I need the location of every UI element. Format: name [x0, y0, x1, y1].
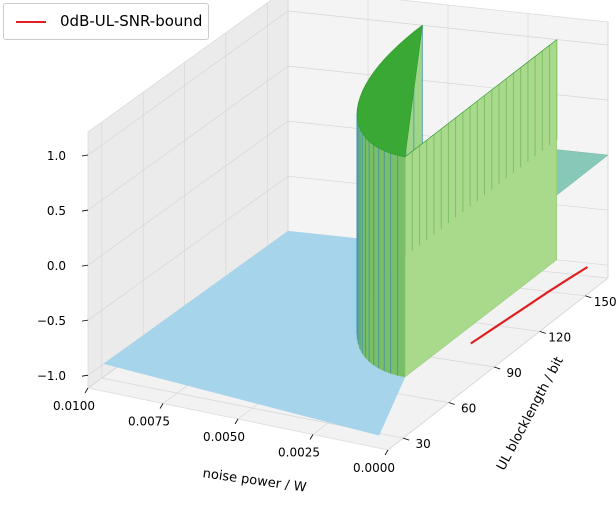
y-tick-mark — [449, 403, 455, 405]
x-tick-mark — [385, 450, 388, 455]
surface-wall-panel — [384, 151, 390, 374]
legend: 0dB-UL-SNR-bound — [3, 3, 209, 40]
surface-wall-panel — [391, 153, 398, 375]
surface-wall-panel — [374, 145, 379, 368]
z-tick-mark — [82, 155, 88, 156]
legend-swatch-0db-bound — [16, 21, 46, 23]
x-tick-label: 0.0050 — [203, 430, 245, 444]
z-tick-label: −0.5 — [37, 314, 66, 328]
y-tick-mark — [585, 296, 591, 298]
y-tick-label: 30 — [416, 437, 431, 451]
y-tick-label: 120 — [548, 330, 571, 344]
surface-wall-panel — [366, 138, 370, 362]
surface-wall-panel — [379, 148, 385, 371]
z-tick-label: 0.0 — [47, 259, 66, 273]
y-axis-label: UL blocklength / bit — [494, 354, 567, 473]
z-tick-mark — [82, 320, 88, 321]
x-axis-label: noise power / W — [202, 466, 308, 495]
x-tick-label: 0.0000 — [353, 461, 395, 475]
z-tick-mark — [82, 265, 88, 266]
y-tick-label: 90 — [507, 366, 522, 380]
x-tick-label: 0.0100 — [53, 399, 95, 413]
x-tick-mark — [85, 388, 88, 393]
y-tick-label: 60 — [461, 402, 476, 416]
z-tick-mark — [82, 375, 88, 376]
x-tick-mark — [235, 419, 238, 424]
z-tick-label: 1.0 — [47, 149, 66, 163]
x-tick-mark — [160, 404, 163, 409]
surface-wall-panel — [369, 142, 373, 366]
y-tick-mark — [403, 438, 409, 440]
z-tick-label: −1.0 — [37, 369, 66, 383]
z-tick-label: 0.5 — [47, 204, 66, 218]
legend-label-0db-bound: 0dB-UL-SNR-bound — [60, 12, 202, 30]
x-tick-label: 0.0025 — [278, 446, 320, 460]
surface-wall-panel — [398, 155, 405, 377]
x-tick-mark — [310, 435, 313, 440]
z-tick-mark — [82, 210, 88, 211]
y-tick-mark — [494, 367, 500, 369]
x-tick-label: 0.0075 — [128, 415, 170, 429]
y-tick-mark — [540, 331, 546, 333]
y-tick-label: 150 — [594, 295, 616, 309]
